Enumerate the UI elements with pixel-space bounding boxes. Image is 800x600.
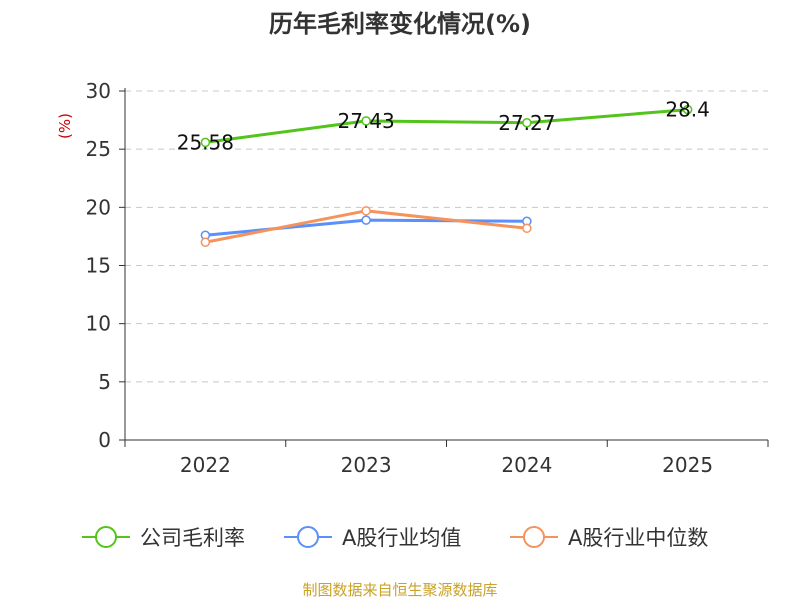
x-tick-label: 2022: [180, 453, 231, 477]
data-point: [522, 118, 532, 128]
legend-label: A股行业均值: [342, 526, 461, 550]
y-axis-label: (%): [56, 113, 74, 139]
y-tick-label: 15: [86, 254, 111, 278]
chart-title: 历年毛利率变化情况(%): [269, 10, 531, 38]
legend: 公司毛利率 A股行业均值 A股行业中位数: [82, 526, 708, 550]
legend-label: 公司毛利率: [140, 526, 245, 550]
data-point: [200, 237, 211, 247]
y-tick-label: 25: [86, 137, 111, 161]
data-labels: 25.58 27.43 27.27 28.4: [177, 98, 710, 155]
data-point: [200, 137, 211, 148]
data-point: [361, 215, 371, 225]
y-tick-label: 5: [98, 370, 111, 394]
y-tick-label: 10: [86, 312, 111, 336]
legend-swatch-marker: [297, 526, 319, 548]
x-tick-label: 2024: [501, 453, 552, 477]
series-layer: [200, 104, 693, 247]
data-point: [361, 206, 371, 216]
legend-swatch-marker: [523, 526, 545, 548]
data-point: [361, 116, 371, 126]
data-label: 27.43: [337, 109, 394, 133]
data-label: 27.27: [498, 111, 555, 135]
data-label: 28.4: [665, 98, 710, 122]
y-tick-label: 30: [86, 79, 111, 103]
source-footnote: 制图数据来自恒生聚源数据库: [302, 581, 497, 599]
legend-label: A股行业中位数: [568, 526, 708, 550]
grid-lines: [125, 90, 768, 383]
y-tick-label: 0: [98, 428, 111, 452]
legend-swatch-marker: [95, 526, 117, 548]
x-tick-label: 2023: [341, 453, 392, 477]
y-tick-label: 20: [86, 195, 111, 219]
data-point: [522, 223, 532, 234]
data-point: [682, 104, 693, 115]
x-tick-label: 2025: [662, 453, 713, 477]
series-line: [205, 108, 688, 144]
data-label: 25.58: [177, 130, 234, 154]
